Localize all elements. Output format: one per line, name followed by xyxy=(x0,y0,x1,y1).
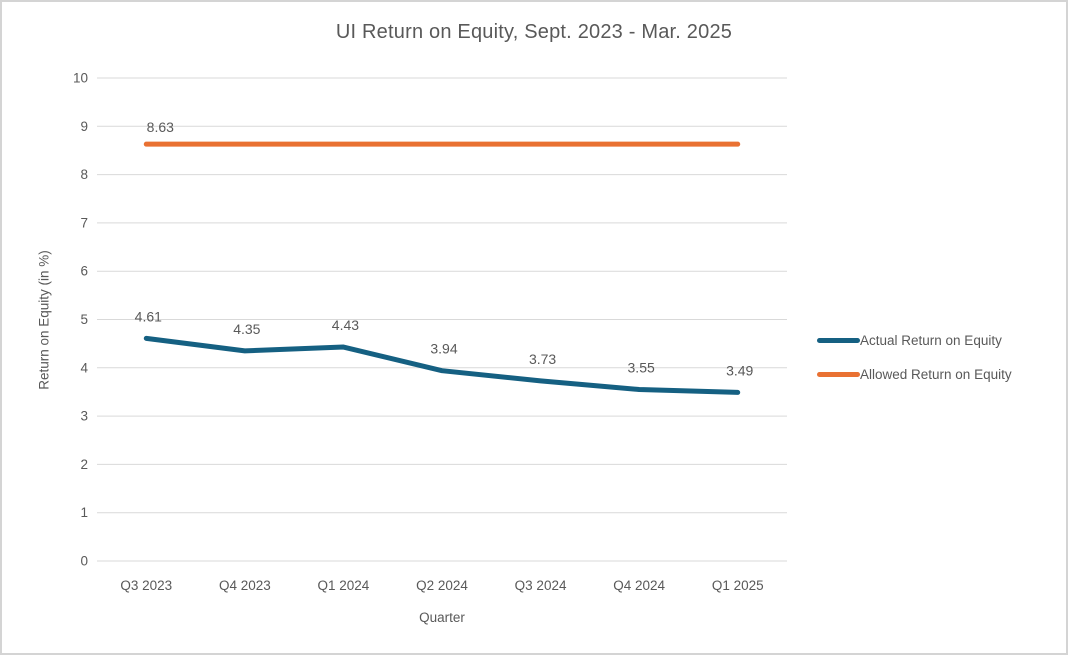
legend-label-allowed: Allowed Return on Equity xyxy=(860,366,1012,382)
y-tick-label: 8 xyxy=(80,167,88,182)
y-tick-label: 2 xyxy=(80,457,88,472)
legend-item-actual: Actual Return on Equity xyxy=(817,330,1012,350)
x-tick-label: Q1 2025 xyxy=(712,578,764,593)
x-tick-label: Q4 2024 xyxy=(613,578,665,593)
legend-label-actual: Actual Return on Equity xyxy=(860,332,1002,348)
legend-item-allowed: Allowed Return on Equity xyxy=(817,364,1012,384)
actual-series-swatch-icon xyxy=(817,337,860,343)
y-tick-label: 3 xyxy=(80,409,88,424)
allowed-series-swatch-icon xyxy=(817,371,860,377)
y-tick-label: 10 xyxy=(73,71,88,86)
data-label-actual: 4.61 xyxy=(135,308,162,324)
y-tick-label: 7 xyxy=(80,215,88,230)
y-tick-label: 0 xyxy=(80,554,88,569)
data-label-actual: 3.73 xyxy=(529,351,556,367)
data-label-actual: 4.35 xyxy=(233,321,260,337)
x-tick-label: Q1 2024 xyxy=(318,578,370,593)
y-tick-label: 6 xyxy=(80,264,88,279)
chart-title: UI Return on Equity, Sept. 2023 - Mar. 2… xyxy=(335,21,733,43)
data-label-actual: 3.55 xyxy=(628,360,655,376)
y-tick-label: 4 xyxy=(80,360,88,375)
x-tick-label: Q2 2024 xyxy=(416,578,468,593)
series-line-actual xyxy=(143,335,741,395)
data-label-actual: 3.49 xyxy=(726,362,753,378)
legend: Actual Return on Equity Allowed Return o… xyxy=(817,330,1012,384)
x-tick-label: Q3 2024 xyxy=(515,578,567,593)
data-label-actual: 4.43 xyxy=(332,317,359,333)
data-label-allowed: 8.63 xyxy=(147,119,174,135)
y-tick-label: 5 xyxy=(80,312,88,327)
x-axis-title: Quarter xyxy=(419,610,465,625)
y-tick-label: 9 xyxy=(80,119,88,134)
data-label-actual: 3.94 xyxy=(430,341,457,357)
y-tick-label: 1 xyxy=(80,505,88,520)
x-tick-label: Q4 2023 xyxy=(219,578,271,593)
x-tick-label: Q3 2023 xyxy=(120,578,172,593)
